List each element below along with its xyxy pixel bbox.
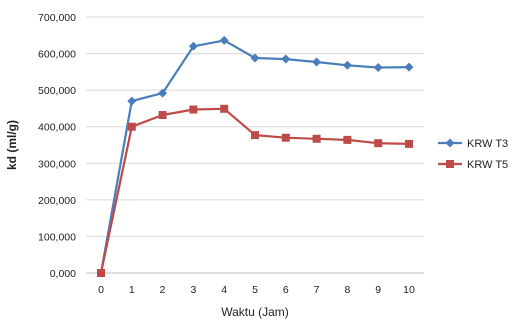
series: [96, 35, 414, 278]
y-axis-title: kd (ml/g): [5, 120, 19, 170]
data-point: [97, 269, 105, 277]
y-tick-label: 300,000: [38, 158, 76, 170]
data-point: [189, 105, 198, 114]
x-tick-label: 1: [129, 284, 135, 296]
data-point: [251, 131, 259, 140]
data-point: [342, 60, 352, 70]
legend-item: KRW T5: [438, 159, 508, 171]
y-tick-label: 500,000: [38, 85, 76, 97]
series-krw-t5: [97, 104, 413, 277]
y-tick-labels: 0,000 100,000 200,000 300,000 400,000 500,000…: [38, 12, 76, 280]
data-point: [405, 139, 413, 148]
legend-marker: [445, 138, 455, 148]
data-point: [404, 62, 414, 72]
data-point: [312, 57, 322, 67]
data-point: [127, 96, 137, 106]
y-tick-label: 700,000: [38, 12, 76, 24]
data-point: [374, 139, 383, 148]
y-tick-label: 400,000: [38, 122, 76, 134]
x-tick-label: 5: [252, 284, 258, 296]
data-point: [188, 41, 198, 51]
x-tick-label: 8: [344, 284, 350, 296]
x-tick-label: 4: [221, 284, 227, 296]
data-point: [281, 133, 290, 142]
legend-item: KRW T3: [438, 138, 508, 150]
x-tick-label: 0: [98, 284, 104, 296]
x-tick-label: 2: [160, 284, 166, 296]
data-point: [158, 111, 167, 120]
x-tick-label: 9: [375, 284, 381, 296]
y-tick-label: 200,000: [38, 195, 76, 207]
data-point: [281, 54, 291, 64]
x-tick-label: 10: [403, 284, 415, 296]
legend: KRW T3 KRW T5: [438, 138, 508, 171]
x-tick-labels: 0 1 2 3 4 5 6 7 8 9 10: [98, 284, 415, 296]
x-tick-label: 6: [283, 284, 289, 296]
series-krw-t3: [96, 35, 414, 278]
data-point: [250, 53, 260, 63]
data-point: [343, 135, 352, 144]
y-tick-label: 600,000: [38, 49, 76, 61]
data-point: [219, 35, 229, 45]
x-axis-title: Waktu (Jam): [221, 305, 289, 319]
data-point: [312, 134, 321, 143]
data-point: [373, 62, 383, 72]
series-line: [99, 39, 410, 274]
data-point: [158, 88, 168, 98]
data-point: [127, 122, 136, 131]
legend-label: KRW T5: [467, 159, 508, 171]
y-tick-label: 100,000: [38, 231, 76, 243]
x-tick-label: 7: [314, 284, 320, 296]
legend-label: KRW T3: [467, 138, 508, 150]
data-point: [220, 104, 229, 113]
y-tick-label: 0,000: [50, 268, 76, 280]
x-tick-label: 3: [190, 284, 196, 296]
gridlines: [86, 16, 424, 237]
legend-marker: [446, 160, 454, 168]
